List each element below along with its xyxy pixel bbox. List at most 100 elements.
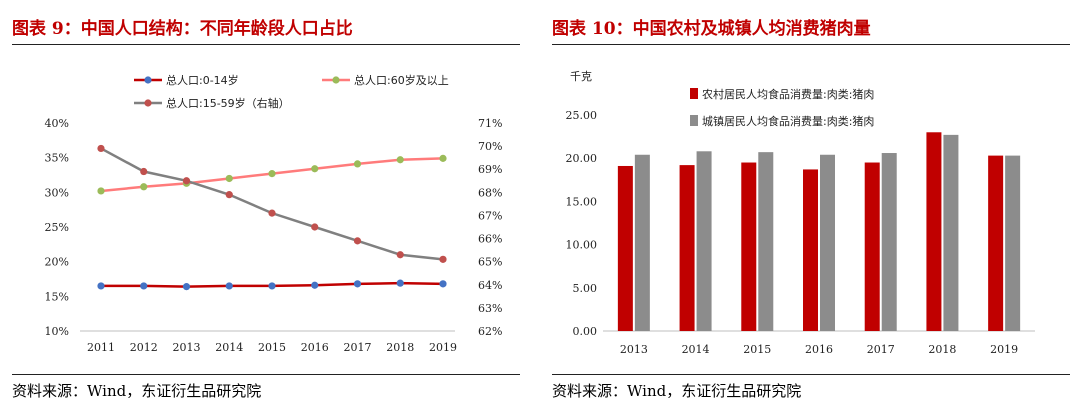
- legend-marker: [144, 76, 152, 84]
- bar: [803, 169, 818, 331]
- data-point: [268, 282, 276, 290]
- x-tick-label: 2015: [258, 341, 286, 354]
- y-tick-label: 25.00: [566, 109, 598, 122]
- right-chart-panel: 图表 10：中国农村及城镇人均消费猪肉量 千克 0.00 5.00 10.00 15.0…: [540, 0, 1080, 415]
- y-tick-label: 0.00: [573, 325, 598, 338]
- bar: [943, 134, 959, 331]
- x-tick-label: 2017: [867, 343, 895, 356]
- data-point: [353, 280, 362, 288]
- line-chart: 10% 15% 20% 25% 30% 35% 40% 62% 63% 64% 65% 66% 67% 6…: [45, 73, 503, 354]
- title-divider: [552, 44, 1070, 45]
- x-tick-label: 2015: [743, 343, 771, 356]
- y-right-tick-label: 65%: [478, 256, 502, 269]
- y-right-tick-label: 64%: [478, 279, 502, 292]
- x-tick-label: 2012: [130, 341, 158, 354]
- y-right-tick-label: 68%: [478, 186, 502, 199]
- y-right-tick-label: 66%: [478, 233, 502, 246]
- bar-chart: 千克 0.00 5.00 10.00 15.00 20.00 25.00 2013 2014 20…: [566, 70, 1035, 356]
- data-point: [439, 280, 447, 288]
- bar: [617, 165, 633, 331]
- legend-label: 总人口:60岁及以上: [354, 73, 449, 87]
- source-divider: [12, 374, 520, 375]
- bar: [741, 162, 757, 331]
- data-point: [353, 237, 362, 245]
- bar: [696, 151, 712, 331]
- data-point: [140, 282, 148, 290]
- legend-label: 农村居民人均食品消费量:肉类:猪肉: [702, 87, 874, 101]
- x-tick-label: 2018: [386, 341, 414, 354]
- bar: [864, 162, 880, 331]
- x-tick-label: 2013: [173, 341, 201, 354]
- legend-label: 总人口:15-59岁（右轴）: [166, 96, 290, 110]
- data-point: [182, 283, 191, 291]
- y-left-tick-label: 40%: [45, 117, 69, 130]
- bar: [881, 153, 897, 331]
- y-tick-label: 10.00: [566, 239, 598, 252]
- data-point: [268, 209, 276, 217]
- bar: [1005, 155, 1021, 331]
- x-tick-label: 2011: [87, 341, 115, 354]
- title-divider: [12, 44, 520, 45]
- y-right-tick-label: 71%: [478, 117, 502, 130]
- data-point: [311, 165, 319, 173]
- legend-swatch: [690, 115, 698, 126]
- data-point: [97, 282, 105, 290]
- y-right-tick-label: 67%: [478, 209, 502, 222]
- data-point: [439, 154, 447, 162]
- y-left-tick-label: 20%: [45, 256, 69, 269]
- bar: [820, 154, 835, 331]
- data-point: [396, 279, 404, 287]
- y-tick-label: 5.00: [573, 282, 598, 295]
- bar: [926, 132, 942, 331]
- y-tick-label: 15.00: [566, 195, 598, 208]
- data-point: [439, 255, 447, 263]
- data-point: [182, 177, 191, 185]
- y-right-tick-label: 70%: [478, 140, 502, 153]
- x-tick-label: 2017: [344, 341, 372, 354]
- bar: [634, 154, 650, 331]
- chart-title: 图表 10：中国农村及城镇人均消费猪肉量: [552, 19, 871, 39]
- data-point: [353, 160, 362, 168]
- bar: [679, 165, 695, 331]
- source-divider: [552, 374, 1070, 375]
- x-tick-label: 2014: [215, 341, 243, 354]
- data-point: [311, 281, 319, 289]
- chart-title: 图表 9：中国人口结构：不同年龄段人口占比: [12, 19, 353, 39]
- x-tick-label: 2019: [990, 343, 1018, 356]
- data-point: [268, 170, 276, 178]
- left-chart-panel: 图表 9：中国人口结构：不同年龄段人口占比 10% 15% 20% 25% 30% 35%…: [0, 0, 530, 415]
- legend-label: 城镇居民人均食品消费量:肉类:猪肉: [702, 114, 874, 128]
- y-axis-unit: 千克: [570, 70, 592, 83]
- legend-swatch: [690, 88, 698, 99]
- bar: [988, 155, 1004, 331]
- y-tick-label: 20.00: [566, 152, 598, 165]
- legend-marker: [332, 76, 340, 84]
- data-point: [225, 282, 233, 290]
- y-right-tick-label: 69%: [478, 163, 502, 176]
- series-line: [100, 147, 444, 261]
- legend-label: 总人口:0-14岁: [166, 73, 239, 87]
- data-point: [396, 156, 404, 164]
- data-point: [311, 223, 319, 231]
- data-point: [97, 144, 105, 153]
- x-tick-label: 2016: [301, 341, 329, 354]
- y-left-tick-label: 25%: [45, 221, 69, 234]
- data-point: [140, 183, 148, 191]
- y-right-tick-label: 63%: [478, 302, 502, 315]
- source-note: 资料来源：Wind，东证衍生品研究院: [12, 382, 262, 400]
- data-point: [140, 167, 148, 176]
- data-point: [225, 174, 233, 183]
- data-point: [396, 251, 404, 259]
- y-left-tick-label: 35%: [45, 152, 69, 165]
- y-left-tick-label: 15%: [45, 290, 69, 303]
- y-left-tick-label: 30%: [45, 186, 69, 199]
- x-tick-label: 2018: [928, 343, 956, 356]
- bar: [758, 152, 774, 331]
- x-tick-label: 2016: [805, 343, 833, 356]
- x-tick-label: 2014: [682, 343, 710, 356]
- x-tick-label: 2013: [620, 343, 648, 356]
- y-right-tick-label: 62%: [478, 325, 502, 338]
- y-left-tick-label: 10%: [45, 325, 69, 338]
- source-note: 资料来源：Wind，东证衍生品研究院: [552, 382, 802, 400]
- legend-marker: [144, 99, 152, 107]
